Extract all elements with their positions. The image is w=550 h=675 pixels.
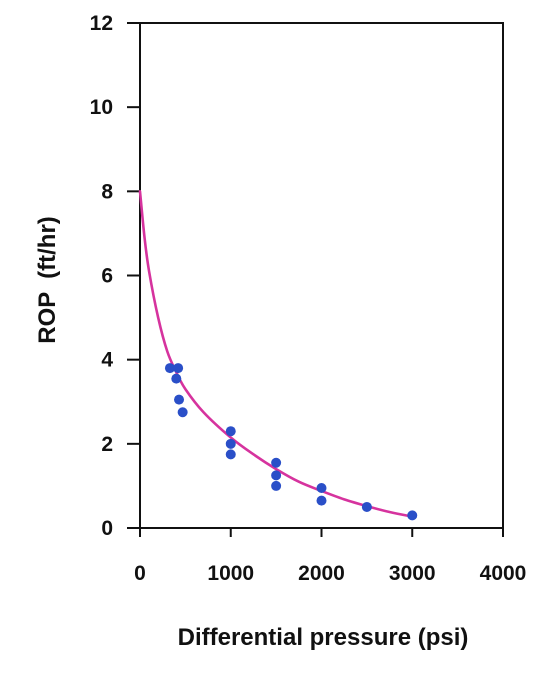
y-axis-title: ROP (ft/hr) bbox=[34, 216, 61, 344]
fit-curve-layer bbox=[138, 190, 414, 518]
data-point bbox=[171, 373, 182, 384]
x-axis-ticks: 0 1000 2000 3000 4000 bbox=[134, 528, 526, 585]
y-tick-label: 12 bbox=[90, 12, 113, 35]
data-point bbox=[271, 457, 282, 468]
plot-border bbox=[139, 22, 504, 529]
x-tick-label: 3000 bbox=[389, 562, 436, 585]
data-point bbox=[316, 495, 327, 506]
y-tick-label: 10 bbox=[90, 96, 113, 119]
y-tick-label: 8 bbox=[101, 180, 113, 203]
data-point bbox=[174, 394, 185, 405]
data-point bbox=[225, 438, 236, 449]
data-point bbox=[271, 480, 282, 491]
data-point bbox=[225, 426, 236, 437]
data-point bbox=[177, 407, 188, 418]
data-point bbox=[173, 363, 184, 374]
data-point bbox=[316, 483, 327, 494]
x-tick-label: 1000 bbox=[207, 562, 254, 585]
y-tick-label: 0 bbox=[101, 517, 113, 540]
y-tick-label: 6 bbox=[101, 265, 113, 288]
data-point bbox=[407, 510, 418, 521]
data-point bbox=[271, 470, 282, 481]
data-point bbox=[164, 363, 175, 374]
x-axis-title: Differential pressure (psi) bbox=[178, 624, 469, 651]
x-tick-label: 4000 bbox=[480, 562, 527, 585]
plot-frame bbox=[139, 22, 504, 529]
data-point bbox=[361, 501, 372, 512]
y-tick-label: 2 bbox=[101, 433, 113, 456]
x-tick-label: 0 bbox=[134, 562, 146, 585]
x-tick-label: 2000 bbox=[298, 562, 345, 585]
y-tick-label: 4 bbox=[101, 349, 113, 372]
y-axis-ticks: 0 2 4 6 8 10 12 bbox=[90, 12, 140, 540]
data-points-layer bbox=[164, 363, 418, 521]
data-point bbox=[225, 449, 236, 460]
fit-curve bbox=[138, 190, 414, 518]
